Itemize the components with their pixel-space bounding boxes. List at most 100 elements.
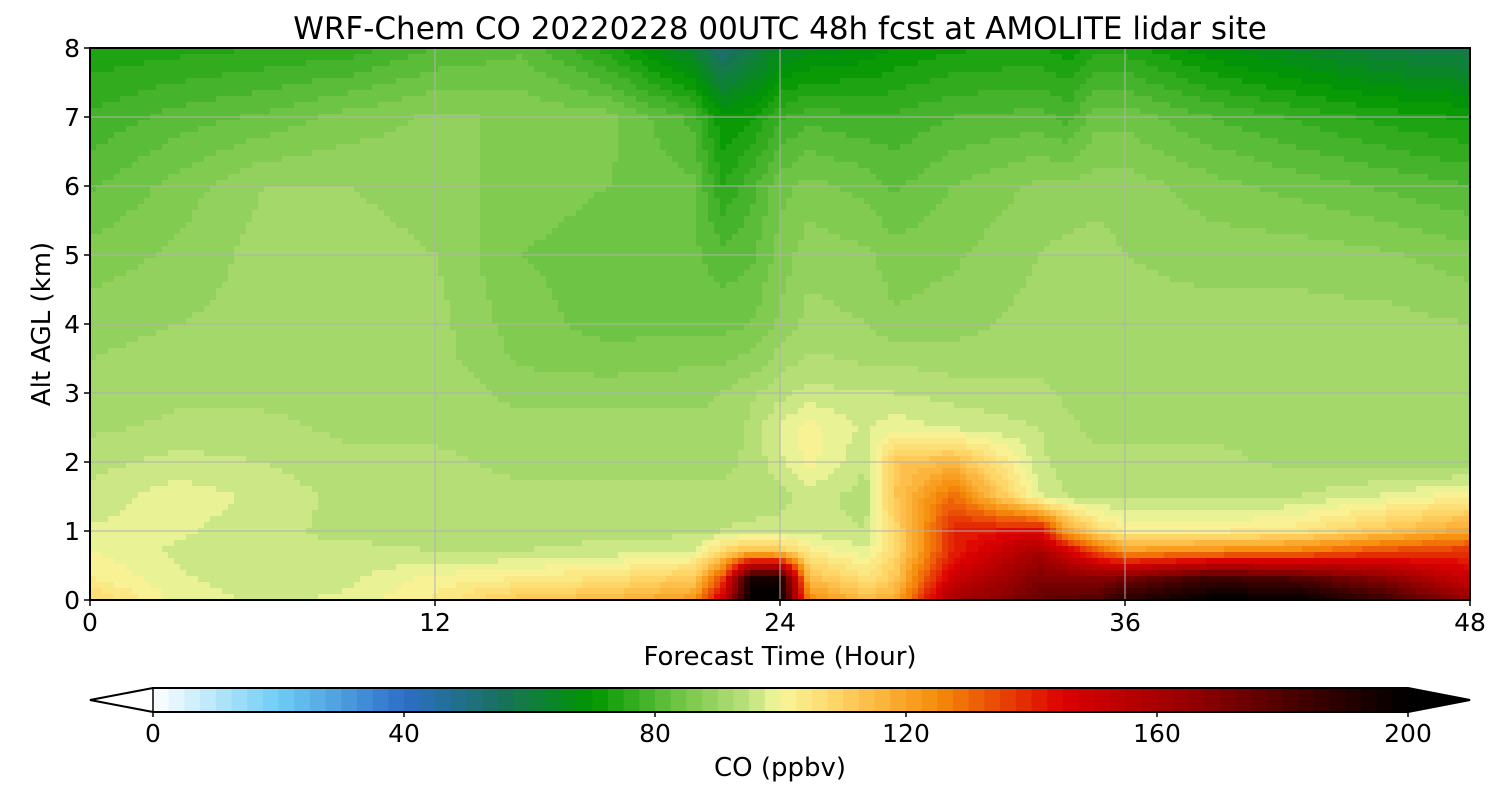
heatmap-cell — [144, 90, 151, 97]
heatmap-cell — [786, 96, 793, 103]
heatmap-cell — [1068, 120, 1075, 127]
heatmap-cell — [864, 54, 871, 61]
heatmap-cell — [1098, 60, 1105, 67]
heatmap-cell — [510, 96, 517, 103]
heatmap-cell — [384, 174, 391, 181]
heatmap-cell — [1020, 108, 1027, 115]
heatmap-cell — [846, 84, 853, 91]
heatmap-cell — [396, 150, 403, 157]
heatmap-cell — [816, 144, 823, 151]
heatmap-cell — [474, 84, 481, 91]
heatmap-cell — [828, 72, 835, 79]
heatmap-cell — [1278, 72, 1285, 79]
heatmap-cell — [1044, 168, 1051, 175]
heatmap-cell — [1302, 60, 1309, 67]
heatmap-cell — [1086, 102, 1093, 109]
heatmap-cell — [1278, 162, 1285, 169]
heatmap-cell — [420, 138, 427, 145]
heatmap-cell — [1374, 162, 1381, 169]
heatmap-cell — [1002, 54, 1009, 61]
heatmap-cell — [1410, 138, 1417, 145]
heatmap-cell — [540, 174, 547, 181]
heatmap-cell — [1302, 150, 1309, 157]
heatmap-cell — [1176, 126, 1183, 133]
heatmap-cell — [1350, 66, 1357, 73]
heatmap-cell — [834, 78, 841, 85]
heatmap-cell — [1242, 90, 1249, 97]
heatmap-cell — [720, 72, 727, 79]
heatmap-cell — [366, 60, 373, 67]
heatmap-cell — [738, 96, 745, 103]
heatmap-cell — [402, 126, 409, 133]
heatmap-cell — [126, 162, 133, 169]
heatmap-cell — [636, 90, 643, 97]
heatmap-cell — [342, 168, 349, 175]
heatmap-cell — [324, 174, 331, 181]
heatmap-cell — [1134, 66, 1141, 73]
heatmap-cell — [810, 66, 817, 73]
heatmap-cell — [852, 78, 859, 85]
heatmap-cell — [1050, 162, 1057, 169]
heatmap-cell — [390, 84, 397, 91]
heatmap-cell — [1050, 156, 1057, 163]
heatmap-cell — [732, 126, 739, 133]
heatmap-cell — [546, 132, 553, 139]
heatmap-cell — [1332, 84, 1339, 91]
heatmap-cell — [738, 144, 745, 151]
heatmap-cell — [498, 168, 505, 175]
heatmap-cell — [1308, 138, 1315, 145]
heatmap-cell — [1080, 108, 1087, 115]
heatmap-cell — [108, 72, 115, 79]
heatmap-cell — [1098, 66, 1105, 73]
heatmap-cell — [894, 66, 901, 73]
heatmap-cell — [186, 162, 193, 169]
heatmap-cell — [660, 72, 667, 79]
heatmap-cell — [996, 126, 1003, 133]
heatmap-cell — [792, 156, 799, 163]
heatmap-cell — [720, 54, 727, 61]
heatmap-cell — [1242, 102, 1249, 109]
heatmap-cell — [858, 120, 865, 127]
heatmap-cell — [1128, 144, 1135, 151]
heatmap-cell — [924, 174, 931, 181]
heatmap-cell — [840, 60, 847, 67]
heatmap-cell — [1212, 72, 1219, 79]
heatmap-cell — [462, 90, 469, 97]
heatmap-cell — [846, 132, 853, 139]
heatmap-cell — [1134, 150, 1141, 157]
heatmap-cell — [1428, 108, 1435, 115]
heatmap-cell — [1362, 102, 1369, 109]
heatmap-cell — [342, 126, 349, 133]
heatmap-cell — [612, 126, 619, 133]
heatmap-cell — [1212, 156, 1219, 163]
heatmap-cell — [1020, 132, 1027, 139]
heatmap-cell — [150, 156, 157, 163]
heatmap-cell — [96, 90, 103, 97]
heatmap-cell — [1362, 168, 1369, 175]
heatmap-cell — [336, 168, 343, 175]
heatmap-cell — [942, 54, 949, 61]
heatmap-cell — [660, 132, 667, 139]
heatmap-cell — [534, 132, 541, 139]
heatmap-cell — [1344, 162, 1351, 169]
heatmap-cell — [690, 54, 697, 61]
heatmap-cell — [1440, 156, 1447, 163]
heatmap-cell — [1266, 138, 1273, 145]
heatmap-cell — [132, 132, 139, 139]
heatmap-cell — [1182, 120, 1189, 127]
heatmap-cell — [864, 84, 871, 91]
heatmap-cell — [162, 132, 169, 139]
heatmap-cell — [972, 162, 979, 169]
heatmap-cell — [1158, 72, 1165, 79]
heatmap-cell — [1278, 54, 1285, 61]
heatmap-cell — [1314, 96, 1321, 103]
heatmap-cell — [420, 78, 427, 85]
heatmap-cell — [534, 168, 541, 175]
heatmap-cell — [1176, 138, 1183, 145]
heatmap-cell — [1200, 120, 1207, 127]
heatmap-cell — [1410, 78, 1417, 85]
heatmap-cell — [390, 60, 397, 67]
heatmap-cell — [1440, 150, 1447, 157]
heatmap-cell — [708, 156, 715, 163]
heatmap-cell — [504, 132, 511, 139]
